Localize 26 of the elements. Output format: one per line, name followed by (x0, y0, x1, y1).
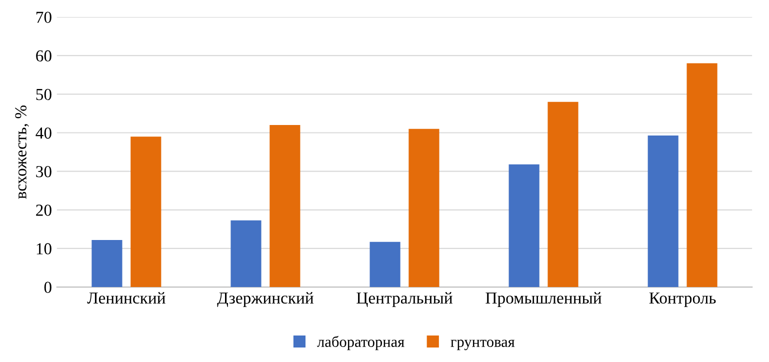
y-tick-label: 0 (44, 282, 52, 294)
y-tick-label: 60 (36, 50, 52, 62)
bar (370, 242, 400, 288)
x-tick-label: Контроль (649, 292, 716, 308)
bar (686, 63, 718, 288)
bar (408, 128, 440, 288)
y-tick-label: 50 (36, 88, 52, 100)
bar (508, 164, 540, 288)
y-axis-title: всхожесть, % (15, 106, 29, 199)
bar (548, 102, 578, 288)
x-tick-label: Промышленный (486, 292, 602, 308)
bar (270, 125, 300, 288)
bar (92, 240, 122, 288)
y-tick-label: 30 (36, 166, 52, 178)
y-tick-label: 70 (36, 12, 52, 23)
x-tick-label: Ленинский (87, 292, 166, 304)
bar (648, 135, 678, 288)
y-tick-label: 10 (36, 243, 52, 254)
legend-label: грунтовая (450, 340, 515, 350)
y-tick-label: 40 (36, 127, 52, 139)
y-tick-label: 20 (36, 204, 52, 216)
bar (130, 136, 162, 288)
legend-label: лабораторная (317, 336, 404, 350)
x-tick-label: Дзержинский (217, 292, 314, 308)
x-tick-label: Центральный (356, 292, 452, 308)
bar (230, 220, 262, 288)
